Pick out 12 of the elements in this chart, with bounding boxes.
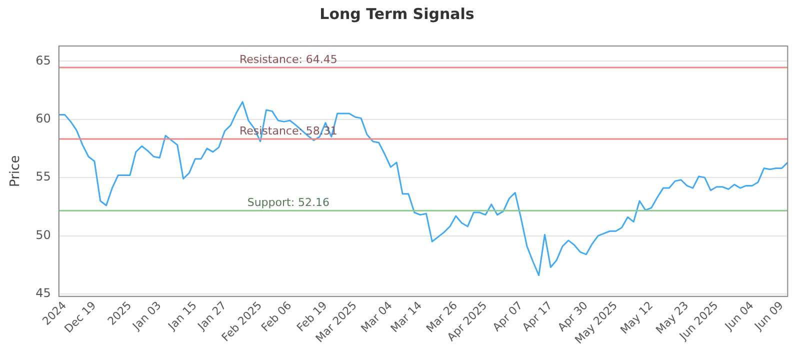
y-tick-label: 55	[36, 170, 51, 184]
x-tick-label: Apr 17	[520, 298, 555, 334]
y-tick-label: 50	[36, 228, 51, 242]
chart-title: Long Term Signals	[320, 4, 474, 23]
y-tick-label: 65	[36, 53, 51, 68]
y-tick-label: 45	[36, 286, 51, 300]
ref-line-label: Resistance: 64.45	[239, 52, 338, 66]
x-tick-label: Jan 03	[129, 298, 164, 334]
y-tick-label: 60	[36, 111, 51, 126]
x-tick-label: Jun 04	[722, 298, 756, 334]
ref-line-label: Support: 52.16	[247, 196, 330, 209]
y-axis-title: Price	[8, 155, 24, 188]
